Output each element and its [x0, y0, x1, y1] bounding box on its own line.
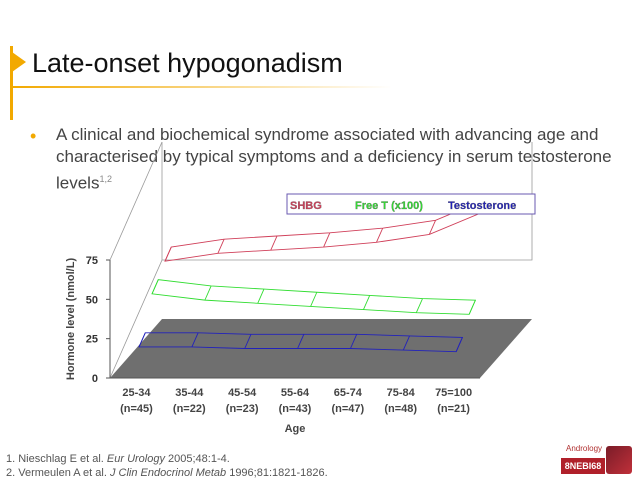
reference-2-journal: J Clin Endocrinol Metab — [109, 467, 227, 479]
data-point — [310, 292, 318, 307]
chart-top-edge — [109, 141, 163, 261]
x-tick-count: (n=22) — [173, 403, 206, 415]
series-free-t-x100--ribbon — [151, 279, 477, 315]
data-point — [402, 335, 410, 351]
y-tick-label: 0 — [92, 373, 98, 385]
brand-label: Andrology — [566, 444, 603, 453]
x-tick-count: (n=45) — [120, 403, 153, 415]
reference-2: 2. Vermeulen A et al. J Clin Endocrinol … — [6, 466, 328, 480]
data-point — [151, 279, 159, 295]
data-point — [257, 288, 265, 304]
x-tick-label: 35-44 — [175, 387, 204, 399]
y-tick-label: 50 — [86, 294, 98, 306]
x-tick-label: 75=100 — [435, 387, 472, 399]
y-tick-label: 25 — [86, 334, 98, 346]
data-point — [363, 295, 371, 310]
data-point — [164, 246, 172, 262]
data-point — [217, 238, 225, 254]
legend-entry-free-t-x100-: Free T (x100) — [355, 200, 423, 212]
chart-back-wall — [162, 142, 533, 261]
x-tick-count: (n=23) — [226, 403, 259, 415]
x-tick-label: 45-54 — [228, 387, 257, 399]
x-tick-count: (n=43) — [279, 403, 312, 415]
reference-2-authors: 2. Vermeulen A et al. — [6, 467, 110, 479]
reference-1: 1. Nieschlag E et al. Eur Urology 2005;4… — [6, 452, 328, 466]
chart-labels-group: 0 25 50 75 25-34 (n=45) 35-44 (n=22) 45-54 (n=23)… — [65, 255, 472, 435]
title-arrow-icon — [12, 52, 26, 72]
data-point — [270, 235, 278, 251]
data-point — [191, 332, 199, 348]
bullet-text-main: A clinical and biochemical syndrome asso… — [56, 125, 612, 193]
x-tick-label: 55-64 — [281, 387, 310, 399]
data-point — [455, 337, 463, 352]
data-point — [204, 285, 212, 301]
data-point — [323, 232, 331, 248]
x-tick-count: (n=47) — [331, 403, 364, 415]
title-accent-bar — [10, 46, 13, 120]
y-tick-label: 75 — [86, 255, 98, 267]
references: 1. Nieschlag E et al. Eur Urology 2005;4… — [6, 452, 328, 480]
y-axis-title: Hormone level (nmol/L) — [65, 258, 77, 381]
bullet-text-superscript: 1,2 — [99, 174, 112, 184]
data-point — [415, 298, 423, 313]
data-point — [428, 220, 436, 235]
title-underline — [12, 86, 392, 88]
slide-title: Late-onset hypogonadism — [32, 48, 343, 78]
legend-entry-shbg: SHBG — [290, 200, 322, 212]
reference-1-authors: 1. Nieschlag E et al. — [6, 453, 107, 465]
x-tick-count: (n=21) — [437, 403, 470, 415]
reference-1-journal: Eur Urology — [106, 453, 165, 465]
legend-box — [286, 193, 536, 215]
bullet-icon: • — [30, 126, 37, 146]
slide-code-badge: 8NEBI68 — [561, 458, 605, 474]
data-point — [138, 332, 146, 348]
x-tick-label: 65-74 — [334, 387, 363, 399]
chart-legend: SHBG Free T (x100) Testosterone — [286, 193, 536, 215]
x-tick-label: 25-34 — [122, 387, 151, 399]
data-point — [468, 299, 476, 315]
data-point — [376, 227, 384, 243]
data-point — [350, 334, 358, 349]
company-logo — [606, 446, 632, 474]
legend-entry-testosterone: Testosterone — [448, 200, 516, 212]
x-axis-title: Age — [285, 423, 306, 435]
data-point — [244, 334, 252, 349]
data-point — [297, 334, 305, 349]
reference-2-details: 1996;81:1821-1826. — [226, 467, 328, 479]
x-tick-label: 75-84 — [387, 387, 416, 399]
bullet-text: A clinical and biochemical syndrome asso… — [56, 124, 616, 195]
x-tick-count: (n=48) — [384, 403, 417, 415]
reference-1-details: 2005;48:1-4. — [164, 453, 230, 465]
